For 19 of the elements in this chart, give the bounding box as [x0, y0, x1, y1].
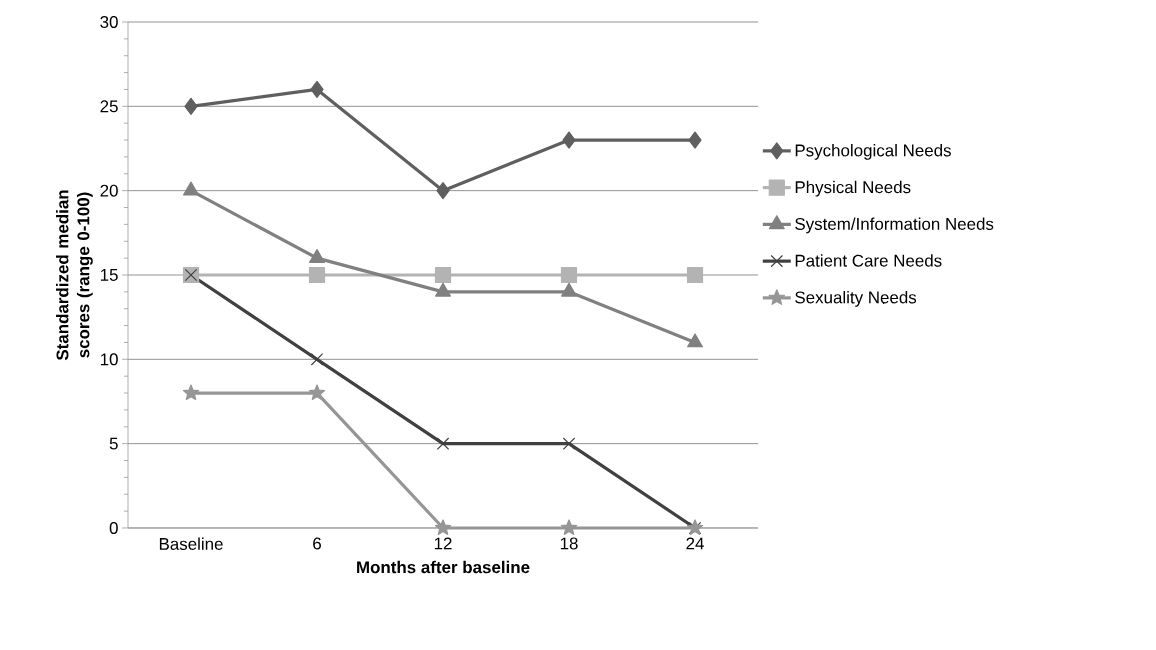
y-tick-label: 15: [100, 269, 118, 281]
legend-label: Psychological Needs: [795, 144, 951, 160]
y-tick-label: 25: [100, 100, 118, 113]
legend-label: Sexuality Needs: [795, 291, 917, 307]
y-axis-title: Standardized median scores (range 0-100): [56, 190, 93, 361]
x-tick-label: 6: [313, 537, 321, 550]
x-tick-label: Baseline: [159, 537, 223, 550]
y-tick-label: 30: [100, 15, 118, 28]
legend-label: System/Information Needs: [795, 217, 994, 234]
x-tick-label: 18: [560, 537, 578, 550]
y-tick-label: 5: [109, 437, 118, 450]
x-tick-label: 12: [434, 537, 452, 550]
y-tick-label: 20: [100, 184, 118, 197]
legend-label: Patient Care Needs: [795, 254, 942, 267]
legend-label: Physical Needs: [795, 180, 911, 197]
y-tick-label: 10: [100, 353, 118, 366]
x-tick-label: 24: [686, 537, 704, 550]
y-tick-label: 0: [109, 521, 118, 534]
x-axis-title: Months after baseline: [357, 560, 530, 574]
